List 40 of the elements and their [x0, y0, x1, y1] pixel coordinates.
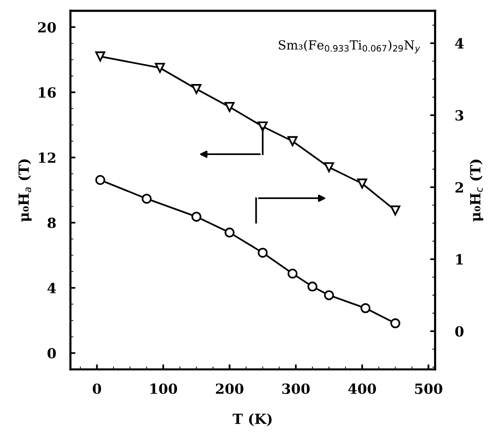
- y-tick-label: 8: [48, 218, 56, 228]
- point: [360, 303, 370, 314]
- point: [307, 282, 318, 292]
- point: [324, 290, 334, 300]
- point: [357, 178, 368, 189]
- point: [390, 205, 400, 216]
- y-tick-label: 12: [38, 152, 56, 163]
- y2-tick-label: 0: [455, 326, 464, 337]
- x-tick-label: 300: [282, 383, 310, 394]
- y2-tick-label: 4: [455, 38, 464, 48]
- y2-tick-label: 1: [456, 254, 463, 264]
- y-tick-label: 0: [48, 348, 56, 359]
- point: [224, 228, 235, 238]
- point: [142, 194, 152, 204]
- x-tick-label: 200: [216, 383, 244, 394]
- point: [191, 84, 202, 94]
- x-tick-label: 100: [150, 383, 178, 394]
- y2-tick-label: 3: [456, 110, 464, 121]
- y-tick-label: 4: [47, 282, 56, 294]
- point: [95, 51, 106, 62]
- point: [258, 122, 268, 132]
- y-tick-label: 16: [38, 87, 56, 98]
- point: [191, 212, 202, 222]
- point: [154, 62, 165, 73]
- x-tick-label: 400: [348, 383, 376, 394]
- x-axis-title: T (K): [232, 413, 272, 426]
- x-tick-label: 500: [415, 383, 442, 394]
- point: [288, 268, 298, 279]
- point: [324, 162, 334, 172]
- y-tick-label: 20: [38, 22, 56, 33]
- point: [258, 248, 268, 258]
- point: [224, 102, 235, 112]
- point: [288, 136, 298, 146]
- y2-axis-title: μ₀H$_{c}$ (T): [470, 160, 484, 222]
- y-axis-title: μ₀H$_{a}$ (T): [18, 159, 32, 222]
- point: [95, 175, 106, 185]
- point: [390, 318, 400, 328]
- annotation: Sm₃(Fe$_{0.933}$Ti$_{0.067}$)$_{29}$N$_{y}$: [278, 40, 420, 54]
- x-tick-label: 0: [92, 383, 102, 394]
- y2-tick-label: 2: [455, 182, 463, 192]
